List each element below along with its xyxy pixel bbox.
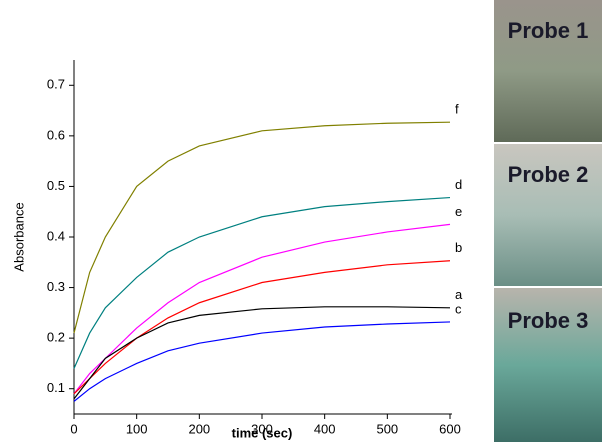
data-line [73, 121, 451, 334]
y-tick-label: 0.6 [47, 127, 65, 142]
photo-label: Probe 1 [508, 18, 589, 43]
line-label: a [455, 287, 463, 302]
x-tick-label: 600 [439, 421, 461, 436]
y-tick-label: 0.3 [47, 279, 65, 294]
x-tick-label: 0 [70, 421, 77, 436]
y-tick-label: 0.5 [47, 178, 65, 193]
line-label: b [455, 240, 462, 255]
line-label: f [455, 102, 459, 117]
x-tick-label: 300 [251, 421, 273, 436]
data-line [73, 196, 451, 369]
line-label: e [455, 204, 462, 219]
y-tick-label: 0.1 [47, 380, 65, 395]
y-axis-label: Absorbance [11, 202, 26, 271]
data-line [73, 260, 451, 395]
x-tick-label: 100 [126, 421, 148, 436]
photo-label: Probe 2 [508, 162, 589, 187]
x-tick-label: 400 [314, 421, 336, 436]
line-label: d [455, 177, 462, 192]
x-axis-label: time (sec) [232, 425, 293, 440]
line-label: c [455, 301, 462, 316]
photo [494, 144, 602, 286]
photo [494, 288, 602, 442]
photo [494, 0, 602, 142]
data-line [73, 321, 451, 402]
x-tick-label: 200 [188, 421, 210, 436]
y-tick-label: 0.7 [47, 77, 65, 92]
data-line [73, 306, 451, 400]
y-tick-label: 0.4 [47, 228, 65, 243]
x-tick-label: 500 [376, 421, 398, 436]
data-line [73, 223, 451, 395]
y-tick-label: 0.2 [47, 330, 65, 345]
photo-label: Probe 3 [508, 308, 589, 333]
